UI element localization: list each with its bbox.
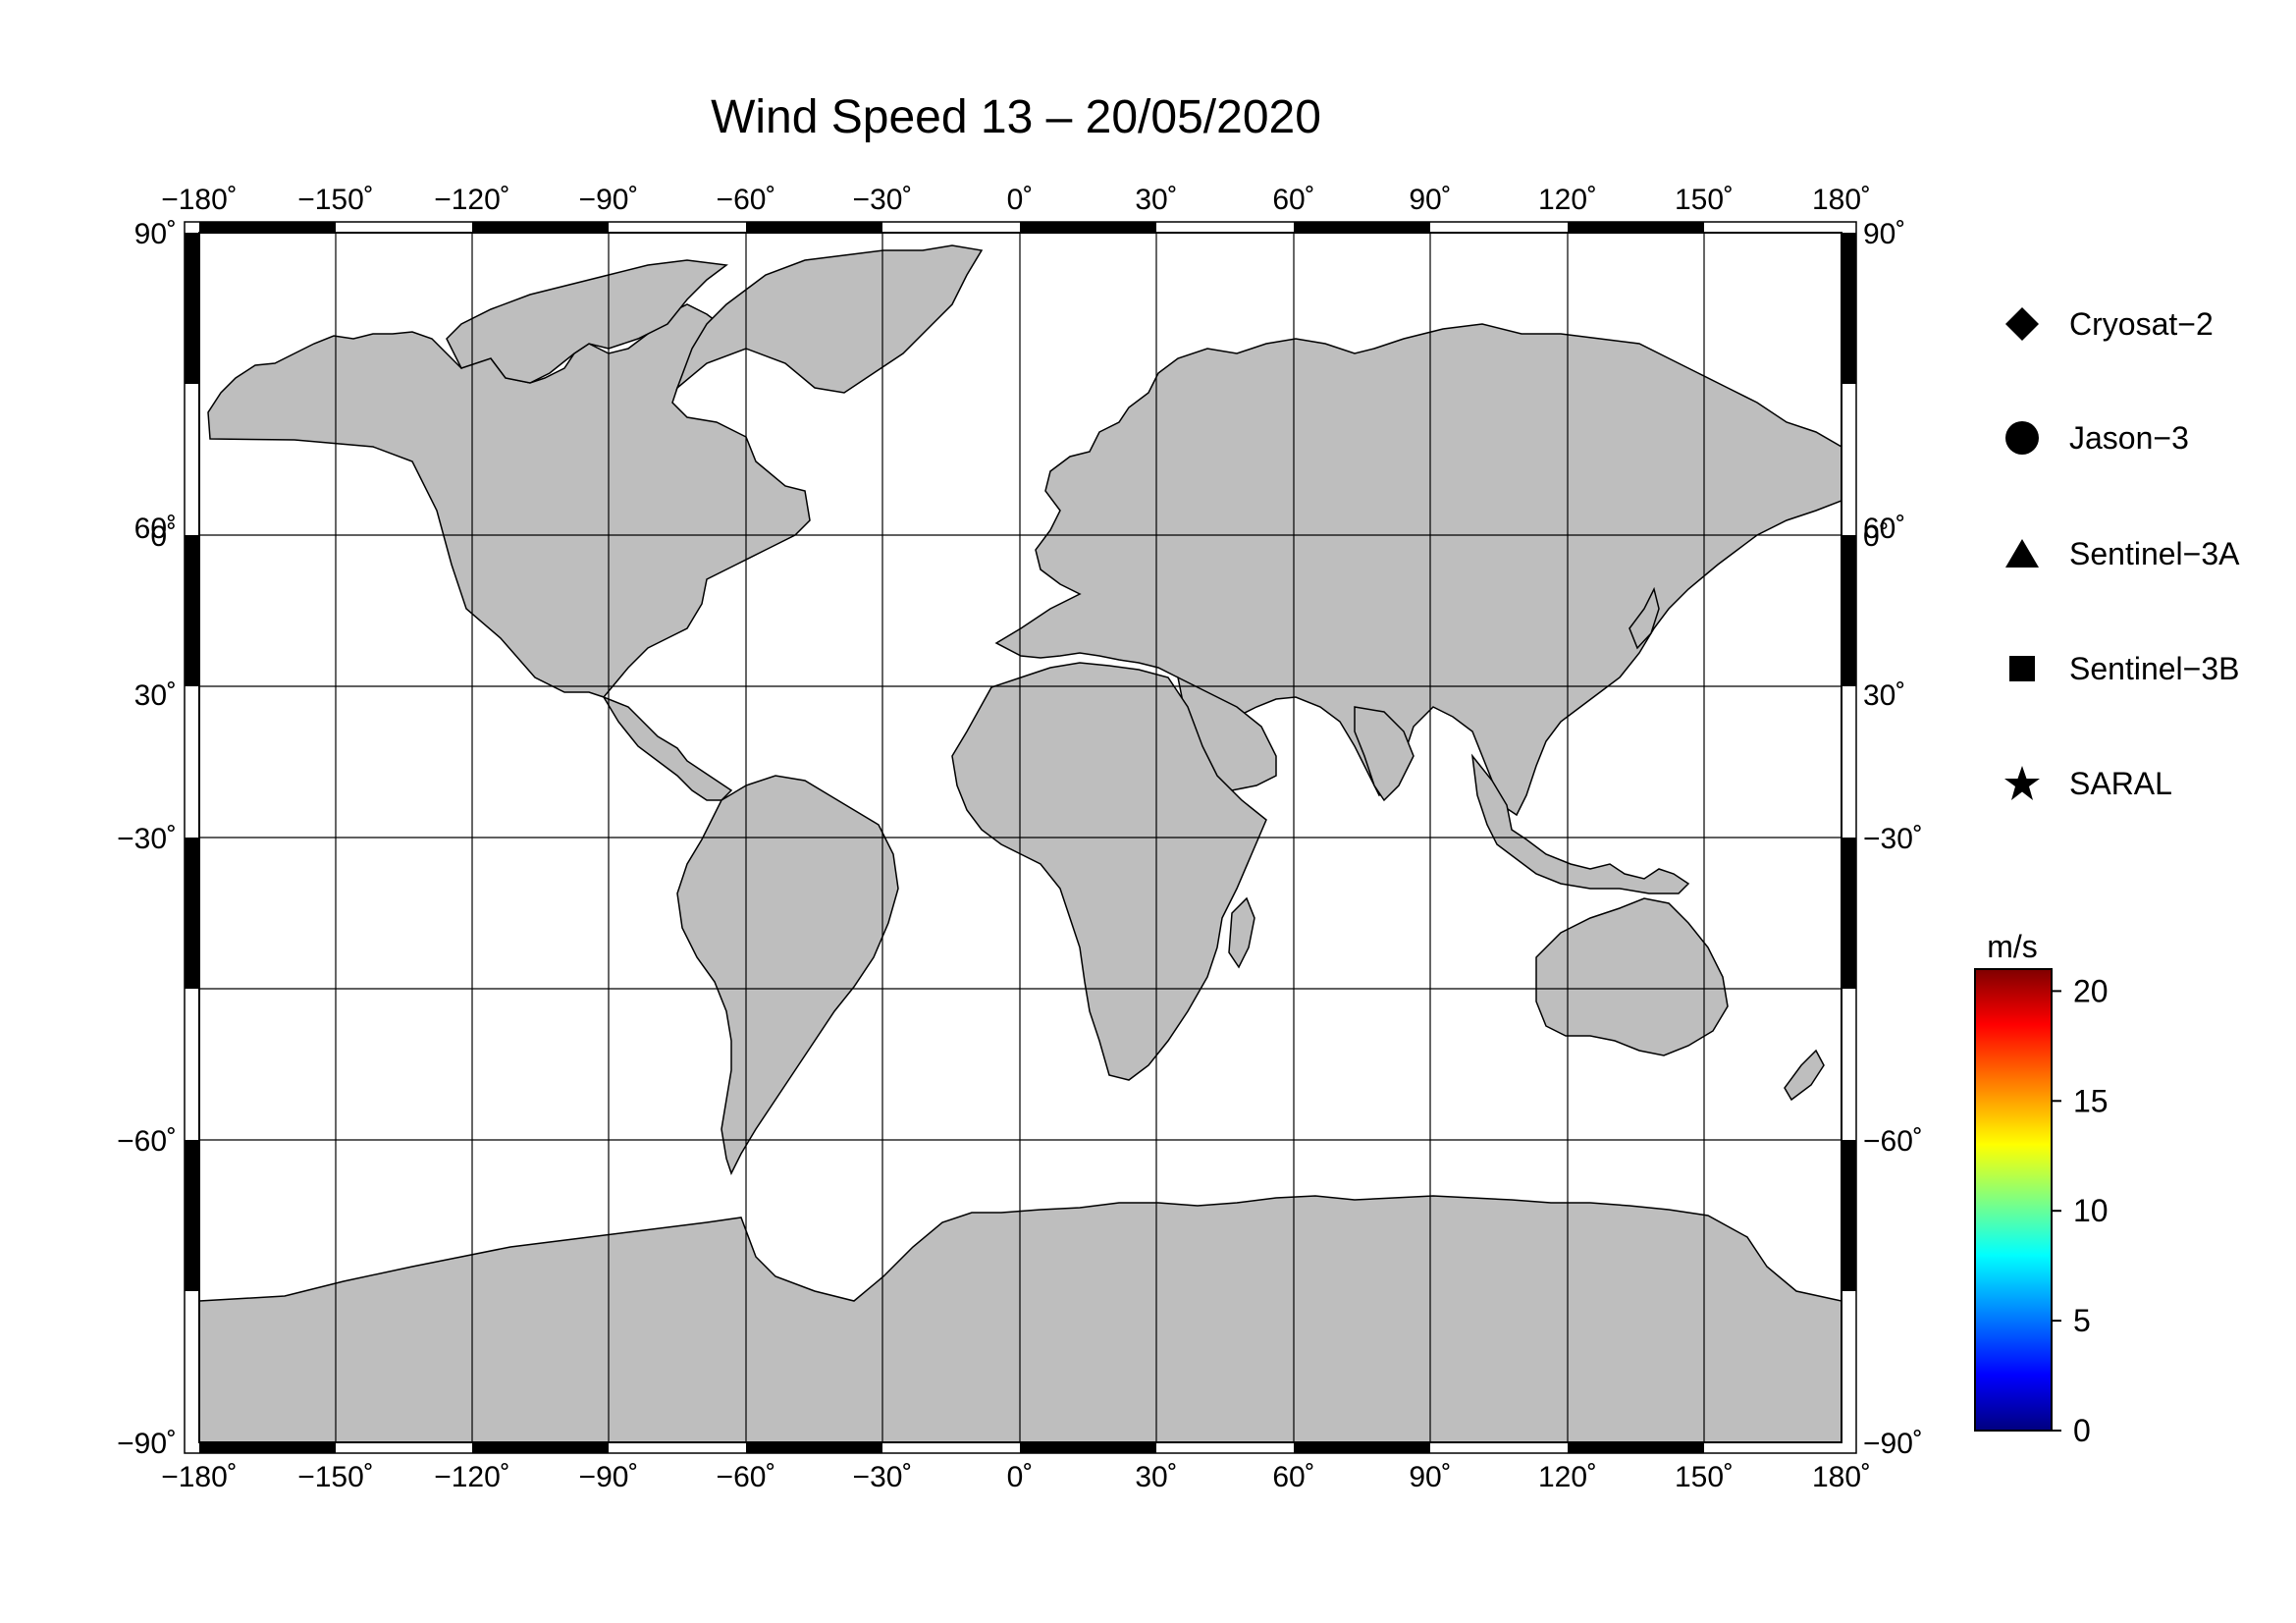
square-icon <box>2002 649 2042 688</box>
japan-land <box>1629 586 1660 650</box>
lon-label: 0˚ <box>1007 1461 1034 1493</box>
colorbar-tick-label: 15 <box>2073 1083 2109 1118</box>
lon-label: −60˚ <box>717 184 776 216</box>
lat-labels-right: −90˚ −60˚ −30˚ 0˚ 30˚ 60˚ 90˚ <box>1863 218 1923 1460</box>
legend-label: SARAL <box>2069 765 2172 801</box>
graticule <box>199 233 1842 1442</box>
colorbar-gradient <box>1974 968 2053 1432</box>
lat-label: −30˚ <box>1863 823 1923 855</box>
map-title: Wind Speed 13 – 20/05/2020 <box>711 91 1321 143</box>
lon-label: 120˚ <box>1538 184 1597 216</box>
colorbar-unit: m/s <box>1987 929 2038 964</box>
lon-label: 90˚ <box>1409 1461 1451 1493</box>
lon-label: −150˚ <box>297 184 374 216</box>
legend-label: Cryosat−2 <box>2069 305 2214 342</box>
lon-label: −120˚ <box>434 1461 510 1493</box>
legend-item-cryosat-2: Cryosat−2 <box>2002 299 2214 349</box>
lat-labels-left: −90˚ −60˚ −30˚ 0˚ 30˚ 60˚ 90˚ <box>117 218 177 1460</box>
colorbar-tick-label: 20 <box>2073 973 2109 1008</box>
lon-labels-bottom: −180˚ −150˚ −120˚ −90˚ −60˚ −30˚ 0˚ 30˚ … <box>161 1461 1871 1493</box>
lon-label: 60˚ <box>1272 184 1314 216</box>
australia-land <box>1535 897 1729 1056</box>
lat-label: −30˚ <box>117 823 177 855</box>
legend-label: Sentinel−3A <box>2069 535 2240 571</box>
lat-label: −90˚ <box>117 1428 177 1460</box>
circle-icon <box>2002 418 2042 458</box>
legend-item-jason-3: Jason−3 <box>2002 413 2189 462</box>
legend-label: Sentinel−3B <box>2069 650 2240 686</box>
colorbar-ticks: 0 5 10 15 20 <box>2052 973 2109 1448</box>
lat-label: 0˚ <box>150 520 177 553</box>
lon-label: −90˚ <box>579 1461 639 1493</box>
legend-item-saral: SARAL <box>2002 759 2172 808</box>
map-frame <box>184 221 1857 1454</box>
colorbar-tick-label: 10 <box>2073 1193 2109 1228</box>
africa-land <box>951 662 1267 1081</box>
colorbar: m/s 0 5 10 15 20 <box>1974 929 2109 1448</box>
star-icon <box>2002 764 2042 803</box>
legend-item-sentinel-3b: Sentinel−3B <box>2002 644 2239 693</box>
lat-label: 30˚ <box>134 679 177 712</box>
colorbar-tick-label: 5 <box>2073 1303 2091 1338</box>
india-land <box>1354 706 1415 802</box>
lon-label: 30˚ <box>1135 1461 1177 1493</box>
colorbar-tick-label: 0 <box>2073 1413 2091 1448</box>
legend-label: Jason−3 <box>2069 419 2189 456</box>
lat-label: −60˚ <box>1863 1125 1923 1158</box>
lon-labels-top: −180˚ −150˚ −120˚ −90˚ −60˚ −30˚ 0˚ 30˚ … <box>161 184 1871 216</box>
lat-label: 90˚ <box>134 218 177 250</box>
lon-label: −30˚ <box>853 1461 913 1493</box>
lon-label: 60˚ <box>1272 1461 1314 1493</box>
lon-label: 180˚ <box>1812 184 1871 216</box>
lon-label: −120˚ <box>434 184 510 216</box>
lon-label: −60˚ <box>717 1461 776 1493</box>
new-zealand-land <box>1784 1049 1825 1102</box>
lat-label: 90˚ <box>1863 218 1905 250</box>
lat-label: −90˚ <box>1863 1428 1923 1460</box>
lon-label: 0˚ <box>1007 184 1034 216</box>
greenland-land <box>675 244 984 394</box>
south-america-land <box>676 775 899 1175</box>
arctic-islands-land <box>446 259 728 384</box>
lon-label: −180˚ <box>161 184 238 216</box>
triangle-icon <box>2002 534 2042 573</box>
lat-label: 30˚ <box>1863 679 1905 712</box>
lon-label: 150˚ <box>1675 1461 1734 1493</box>
lon-label: 30˚ <box>1135 184 1177 216</box>
lon-label: −30˚ <box>853 184 913 216</box>
land-masses <box>199 244 1842 1442</box>
lon-label: −150˚ <box>297 1461 374 1493</box>
lat-label: 60˚ <box>1863 513 1905 545</box>
lat-label: 0˚ <box>1863 520 1890 553</box>
diamond-icon <box>2002 304 2042 344</box>
lon-label: 180˚ <box>1812 1461 1871 1493</box>
madagascar-land <box>1228 896 1255 969</box>
lat-label: −60˚ <box>117 1125 177 1158</box>
lon-label: −180˚ <box>161 1461 238 1493</box>
lon-label: 90˚ <box>1409 184 1451 216</box>
lat-label: 60˚ <box>134 513 177 545</box>
lon-label: 120˚ <box>1538 1461 1597 1493</box>
central-america-land <box>602 695 733 801</box>
lon-label: −90˚ <box>579 184 639 216</box>
legend-item-sentinel-3a: Sentinel−3A <box>2002 529 2239 578</box>
lon-label: 150˚ <box>1675 184 1734 216</box>
southeast-asia-land <box>1470 753 1690 894</box>
